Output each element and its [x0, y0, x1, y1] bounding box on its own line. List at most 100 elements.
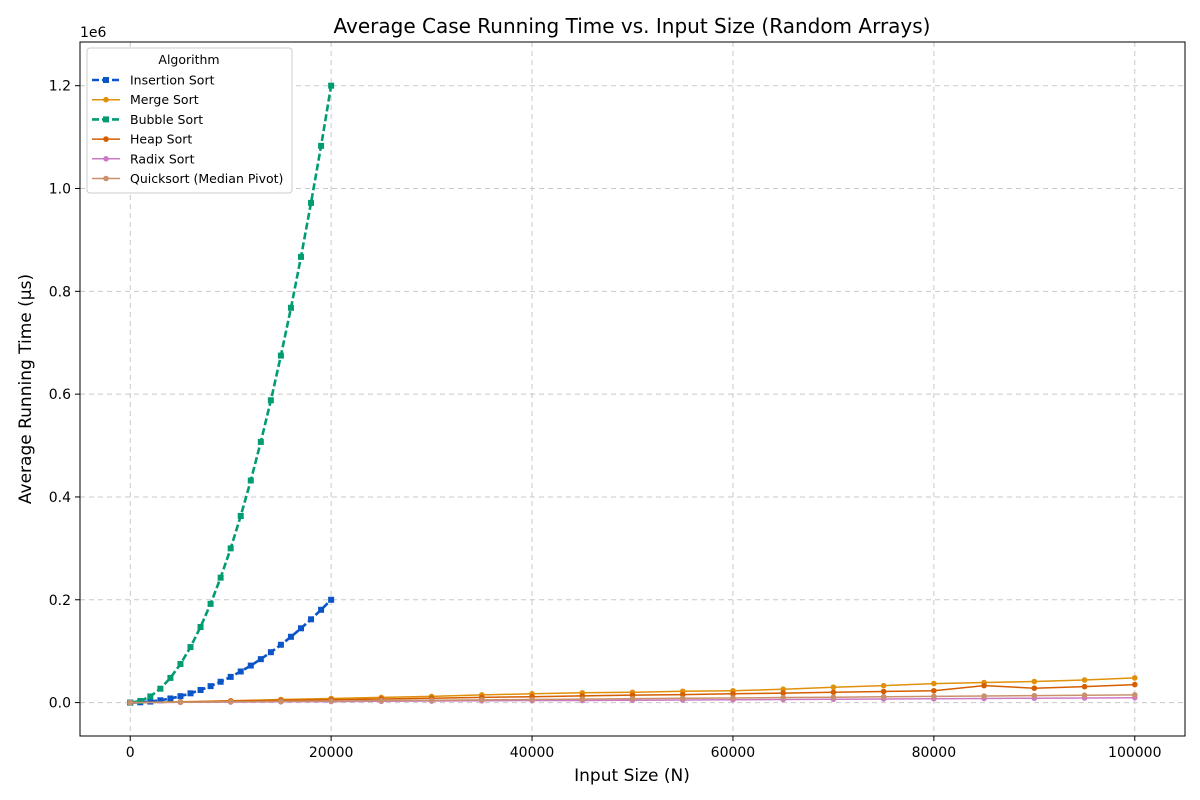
data-point — [981, 693, 987, 699]
y-tick-label: 0.2 — [49, 593, 71, 609]
y-tick-label: 1.0 — [49, 182, 71, 198]
data-point — [147, 693, 154, 700]
y-offset-label: 1e6 — [80, 25, 107, 41]
data-point — [1031, 678, 1038, 685]
data-point — [1131, 675, 1138, 681]
data-point — [187, 690, 194, 697]
data-point — [267, 649, 274, 656]
x-tick-label: 60000 — [711, 745, 756, 761]
data-point — [277, 352, 284, 359]
x-axis-label: Input Size (N) — [574, 766, 690, 786]
legend-label-radix-sort: Radix Sort — [130, 151, 195, 166]
data-point — [830, 684, 837, 690]
data-point — [1031, 685, 1038, 691]
legend-label-bubble-sort: Bubble Sort — [130, 112, 203, 127]
data-point — [780, 694, 786, 701]
series-insertion-sort — [127, 596, 335, 706]
legend-title: Algorithm — [158, 52, 219, 67]
data-point — [679, 695, 686, 702]
data-point — [217, 678, 224, 685]
series-bubble-sort — [127, 82, 335, 706]
y-tick-label: 0.8 — [49, 284, 71, 300]
data-point — [217, 574, 224, 581]
data-point — [287, 633, 294, 640]
x-tick-label: 80000 — [912, 745, 957, 761]
data-point — [207, 683, 214, 690]
data-point — [931, 693, 937, 700]
legend-entries: Insertion Sort Merge Sort Bubble Sort Heap … — [92, 73, 283, 186]
data-point — [1131, 692, 1138, 698]
legend-label-quicksort-median-pivot: Quicksort (Median Pivot) — [130, 171, 283, 186]
data-point — [428, 697, 435, 704]
data-point — [257, 656, 264, 663]
x-tick-label: 20000 — [309, 745, 354, 761]
data-point — [830, 694, 837, 700]
data-point — [278, 698, 284, 705]
data-point — [237, 668, 244, 675]
data-point — [227, 545, 234, 552]
data-point — [1031, 692, 1038, 699]
x-tick-label: 40000 — [510, 745, 555, 761]
data-point — [318, 142, 325, 149]
data-point — [1081, 677, 1088, 683]
data-point — [207, 600, 214, 607]
data-point — [177, 661, 184, 668]
x-tick-label: 100000 — [1108, 745, 1161, 761]
data-point — [227, 699, 234, 705]
y-tick-label: 1.2 — [49, 79, 71, 95]
data-point — [277, 641, 284, 648]
y-tick-label: 0.6 — [49, 387, 71, 403]
legend-label-merge-sort: Merge Sort — [130, 92, 199, 107]
series-quicksort-median-pivot — [127, 692, 1138, 706]
data-point — [780, 686, 786, 693]
data-point — [267, 397, 274, 404]
data-point — [247, 477, 254, 484]
data-point — [931, 680, 937, 687]
data-point — [287, 304, 294, 311]
data-point — [730, 695, 736, 701]
legend: Algorithm Insertion Sort Merge Sort Bubble… — [86, 47, 293, 194]
data-point — [328, 82, 335, 89]
chart-title: Average Case Running Time vs. Input Size… — [334, 14, 931, 38]
y-axis-label: Average Running Time (μs) — [16, 274, 36, 504]
data-point — [730, 691, 736, 697]
legend-marker — [103, 175, 109, 182]
data-point — [328, 596, 335, 603]
data-point — [187, 644, 194, 651]
data-point — [1081, 683, 1088, 690]
legend-marker — [103, 96, 109, 103]
data-point — [880, 693, 887, 700]
data-point — [880, 682, 887, 689]
data-point — [177, 699, 184, 706]
legend-marker — [103, 77, 109, 83]
data-point — [257, 438, 264, 445]
series-layer — [127, 82, 1138, 706]
y-tick-label: 0.4 — [49, 490, 71, 506]
legend-label-insertion-sort: Insertion Sort — [130, 73, 215, 88]
data-point — [247, 662, 254, 669]
x-tick-label: 0 — [126, 745, 135, 761]
data-point — [629, 695, 636, 702]
y-tick-label: 0.0 — [49, 696, 71, 712]
data-point — [177, 693, 184, 700]
data-point — [880, 688, 887, 695]
data-point — [1081, 692, 1088, 699]
data-point — [157, 685, 164, 692]
data-point — [298, 625, 304, 632]
legend-box — [86, 47, 293, 194]
data-point — [197, 686, 204, 693]
data-point — [579, 696, 586, 702]
data-point — [167, 695, 174, 702]
data-point — [137, 698, 144, 705]
legend-marker — [103, 156, 109, 162]
grid-layer — [80, 42, 1185, 736]
data-point — [127, 699, 134, 706]
data-point — [298, 253, 304, 260]
data-point — [308, 199, 315, 206]
data-point — [227, 673, 234, 680]
legend-marker — [103, 136, 109, 142]
data-point — [780, 690, 786, 696]
data-point — [931, 687, 937, 694]
data-point — [378, 697, 385, 704]
